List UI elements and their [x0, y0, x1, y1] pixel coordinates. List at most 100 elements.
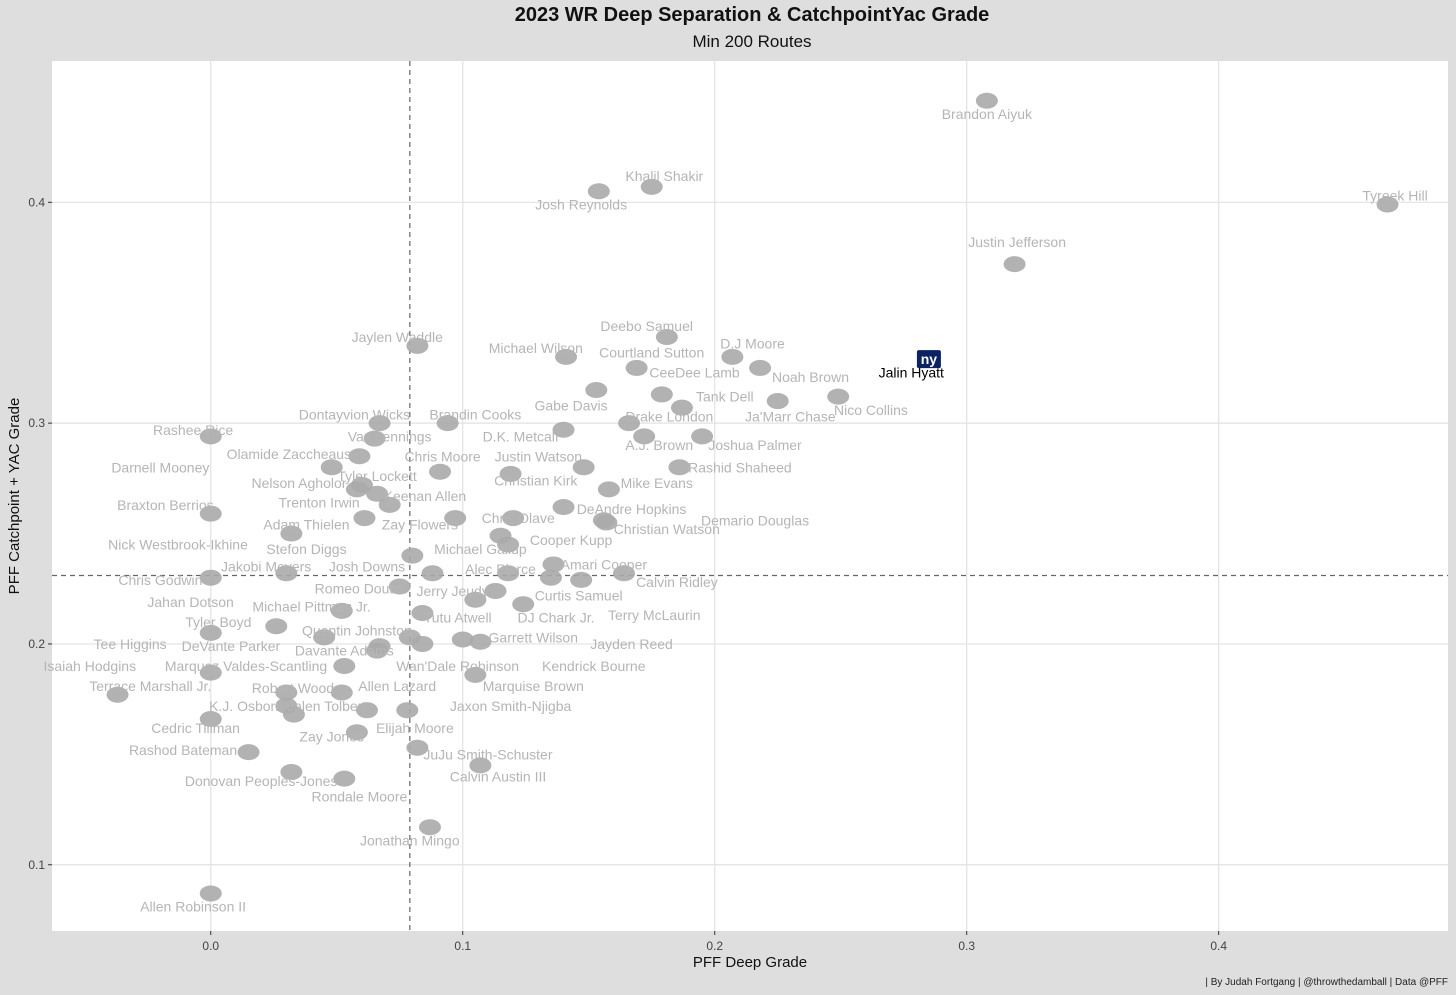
data-point [348, 448, 371, 465]
point-label: Demario Douglas [701, 512, 809, 528]
data-point [668, 459, 691, 476]
data-point [199, 428, 222, 445]
data-point [1003, 256, 1026, 273]
point-label: Olamide Zaccheaus [227, 446, 352, 462]
x-tick-label: 0.2 [706, 939, 723, 953]
highlight-point-label: Jalin Hyatt [879, 364, 944, 380]
data-point [106, 686, 129, 703]
data-point [199, 711, 222, 728]
data-point [320, 459, 343, 476]
point-label: Mike Evans [621, 475, 693, 491]
point-label: Cedric Tillman [151, 720, 240, 736]
data-point [464, 591, 487, 608]
point-label: Romeo Doubs [315, 581, 405, 597]
data-point [436, 415, 459, 432]
point-label: Jakobi Meyers [221, 559, 311, 575]
reference-lines [52, 61, 1448, 931]
point-label: Elijah Moore [376, 720, 454, 736]
point-label: Nick Westbrook-Ikhine [108, 537, 248, 553]
data-point [378, 496, 401, 513]
data-point [345, 724, 368, 741]
data-point [368, 415, 391, 432]
point-label: Brandon Aiyuk [942, 106, 1033, 122]
data-point [411, 605, 434, 622]
point-label: Rondale Moore [312, 788, 408, 804]
point-label: Rashee Rice [153, 422, 233, 438]
point-label: Quentin Johnston [302, 623, 412, 639]
data-point [552, 421, 575, 438]
point-label: Trenton Irwin [279, 495, 360, 511]
data-point [406, 739, 429, 756]
data-point [512, 596, 535, 613]
data-point [275, 565, 298, 582]
data-point [444, 510, 467, 527]
logo-mark: ny [921, 351, 938, 367]
point-labels: Brandon Aiyuk Tyreek Hill Justin Jefferson… [43, 106, 1427, 915]
point-label: Michael Wilson [489, 340, 583, 356]
data-point [366, 485, 389, 502]
point-label: Tutu Atwell [424, 609, 492, 625]
data-point [721, 348, 744, 365]
point-label: Allen Lazard [358, 678, 436, 694]
point-label: Jaxon Smith-Njigba [450, 698, 572, 714]
point-label: Calvin Austin III [450, 768, 547, 784]
point-label: Jonathan Mingo [360, 832, 460, 848]
point-label: D.K. Metcalf [483, 428, 559, 444]
point-label: Josh Reynolds [535, 197, 627, 213]
point-label: Rashid Shaheed [688, 459, 792, 475]
data-point [625, 359, 648, 376]
point-label: Michael Pittman Jr. [252, 598, 370, 614]
y-tick-label: 0.1 [28, 858, 45, 872]
data-point [396, 702, 419, 719]
data-point [592, 512, 615, 529]
point-label: Terry McLaurin [608, 607, 701, 623]
x-tick-label: 0.0 [202, 939, 219, 953]
point-label: DeVante Parker [182, 638, 281, 654]
data-point [280, 525, 303, 542]
point-label: Chris Olave [482, 510, 555, 526]
data-point [429, 463, 452, 480]
plot-panel [52, 61, 1448, 931]
point-label: Christian Watson [614, 521, 720, 537]
point-label: Tyler Boyd [185, 614, 251, 630]
data-point [618, 415, 641, 432]
data-point [484, 582, 507, 599]
data-point [655, 329, 678, 346]
data-point [313, 629, 336, 646]
point-label: Ja'Marr Chase [745, 409, 836, 425]
point-label: Tee Higgins [94, 636, 167, 652]
chart-title: 2023 WR Deep Separation & CatchpointYac … [514, 4, 990, 26]
data-point [282, 706, 305, 723]
data-point [401, 547, 424, 564]
point-label: Jalen Tolbert [287, 698, 366, 714]
point-label: Jaylen Waddle [352, 329, 444, 345]
y-tick-label: 0.2 [28, 637, 45, 651]
data-point [469, 757, 492, 774]
point-label: Van Jennings [348, 428, 432, 444]
point-label: Jayden Reed [590, 636, 673, 652]
point-label: K.J. Osborn [209, 698, 283, 714]
data-point [333, 658, 356, 675]
data-point [330, 684, 353, 701]
y-axis-title: PFF Catchpoint + YAC Grade [6, 398, 23, 595]
point-label: DeAndre Hopkins [577, 501, 687, 517]
data-point [355, 702, 378, 719]
point-label: Terrace Marshall Jr. [89, 678, 211, 694]
data-point [640, 178, 663, 195]
point-label: Darnell Mooney [111, 459, 209, 475]
data-point [570, 571, 593, 588]
point-label: D.J Moore [720, 336, 785, 352]
data-point [552, 499, 575, 516]
y-tick-label: 0.4 [28, 195, 45, 209]
data-point [572, 459, 595, 476]
data-point [542, 556, 565, 573]
data-point [388, 578, 411, 595]
point-label: Gabe Davis [535, 397, 608, 413]
point-label: Jahan Dotson [147, 594, 233, 610]
x-tick-label: 0.4 [1210, 939, 1227, 953]
point-label: Alec Pierce [465, 561, 536, 577]
point-label: Calvin Ridley [636, 574, 718, 590]
data-point [497, 565, 520, 582]
data-point [613, 565, 636, 582]
point-label: Davante Adams [295, 643, 394, 659]
